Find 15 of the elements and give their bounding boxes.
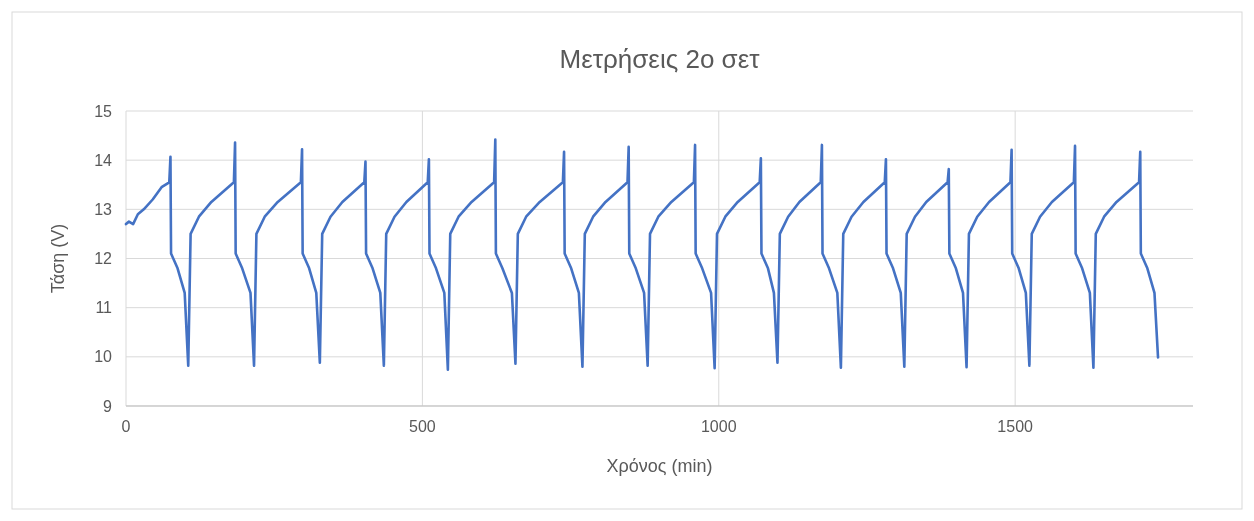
y-tick-label: 14 [94, 151, 113, 169]
x-tick-label: 0 [121, 418, 131, 435]
y-tick-label: 11 [95, 299, 113, 317]
x-tick-label: 500 [409, 418, 436, 435]
y-tick-label: 13 [94, 200, 113, 218]
chart-title: Μετρήσεις 2ο σετ [559, 44, 761, 74]
x-axis-title: Χρόνος (min) [606, 456, 713, 476]
y-tick-label: 9 [103, 397, 113, 415]
x-tick-label: 1500 [997, 418, 1034, 435]
y-tick-label: 10 [94, 348, 113, 366]
x-tick-label: 1000 [700, 418, 737, 435]
y-tick-label: 15 [94, 102, 113, 120]
line-series [124, 138, 1160, 371]
y-axis-title: Τάση (V) [48, 223, 68, 294]
y-tick-label: 12 [94, 250, 113, 268]
